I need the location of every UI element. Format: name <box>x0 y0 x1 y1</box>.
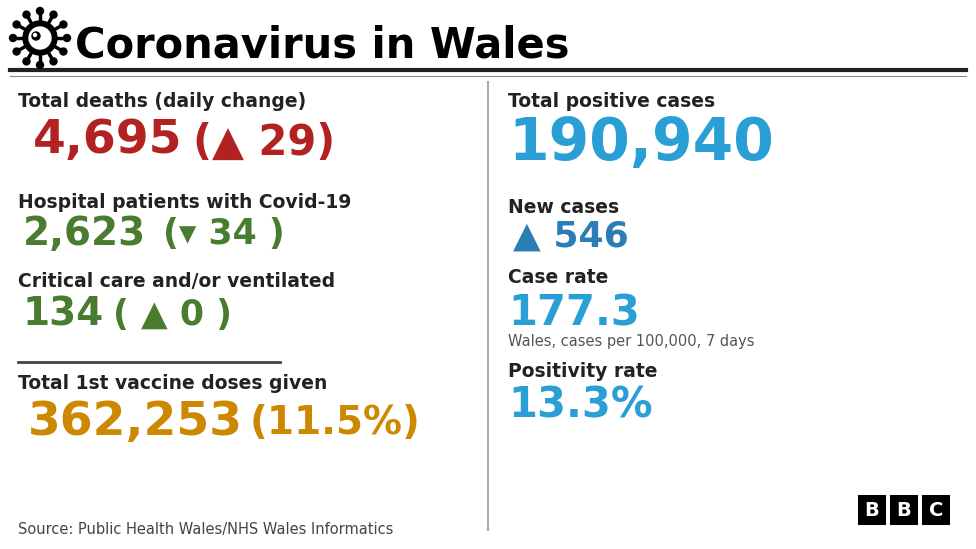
Text: 4,695: 4,695 <box>33 118 183 163</box>
Circle shape <box>50 11 57 18</box>
Circle shape <box>29 27 51 49</box>
Circle shape <box>33 33 36 36</box>
Circle shape <box>60 48 67 55</box>
Text: B: B <box>865 501 879 519</box>
Text: ▲ 546: ▲ 546 <box>513 220 629 254</box>
Text: ( ▲ 0 ): ( ▲ 0 ) <box>113 298 232 332</box>
FancyBboxPatch shape <box>858 495 886 525</box>
Circle shape <box>13 48 20 55</box>
Text: 177.3: 177.3 <box>508 292 640 334</box>
Circle shape <box>60 21 67 28</box>
Text: 190,940: 190,940 <box>508 115 774 172</box>
Text: (11.5%): (11.5%) <box>250 404 421 442</box>
Text: Positivity rate: Positivity rate <box>508 362 658 381</box>
Text: 134: 134 <box>23 296 104 334</box>
Text: (▲ 29): (▲ 29) <box>193 122 335 164</box>
Text: C: C <box>929 501 943 519</box>
Circle shape <box>36 61 44 69</box>
Circle shape <box>50 58 57 65</box>
Text: Total deaths (daily change): Total deaths (daily change) <box>18 92 306 111</box>
Text: 2,623: 2,623 <box>23 215 146 253</box>
Text: Wales, cases per 100,000, 7 days: Wales, cases per 100,000, 7 days <box>508 334 754 349</box>
Text: 362,253: 362,253 <box>28 400 243 445</box>
Circle shape <box>13 21 20 28</box>
Circle shape <box>23 58 30 65</box>
Text: Coronavirus in Wales: Coronavirus in Wales <box>75 24 570 66</box>
Circle shape <box>23 11 30 18</box>
Text: Total positive cases: Total positive cases <box>508 92 715 111</box>
Text: 13.3%: 13.3% <box>508 385 653 427</box>
Circle shape <box>10 35 17 42</box>
FancyBboxPatch shape <box>890 495 918 525</box>
Text: Total 1st vaccine doses given: Total 1st vaccine doses given <box>18 374 327 393</box>
Text: Critical care and/or ventilated: Critical care and/or ventilated <box>18 272 335 291</box>
Circle shape <box>36 8 44 14</box>
Text: B: B <box>897 501 912 519</box>
Text: New cases: New cases <box>508 198 619 217</box>
Circle shape <box>23 21 57 55</box>
Text: Source: Public Health Wales/NHS Wales Informatics: Source: Public Health Wales/NHS Wales In… <box>18 522 393 537</box>
Text: Case rate: Case rate <box>508 268 608 287</box>
FancyBboxPatch shape <box>922 495 950 525</box>
Text: (▾ 34 ): (▾ 34 ) <box>163 217 285 251</box>
Circle shape <box>63 35 70 42</box>
Text: Hospital patients with Covid-19: Hospital patients with Covid-19 <box>18 193 351 212</box>
Circle shape <box>32 32 40 40</box>
